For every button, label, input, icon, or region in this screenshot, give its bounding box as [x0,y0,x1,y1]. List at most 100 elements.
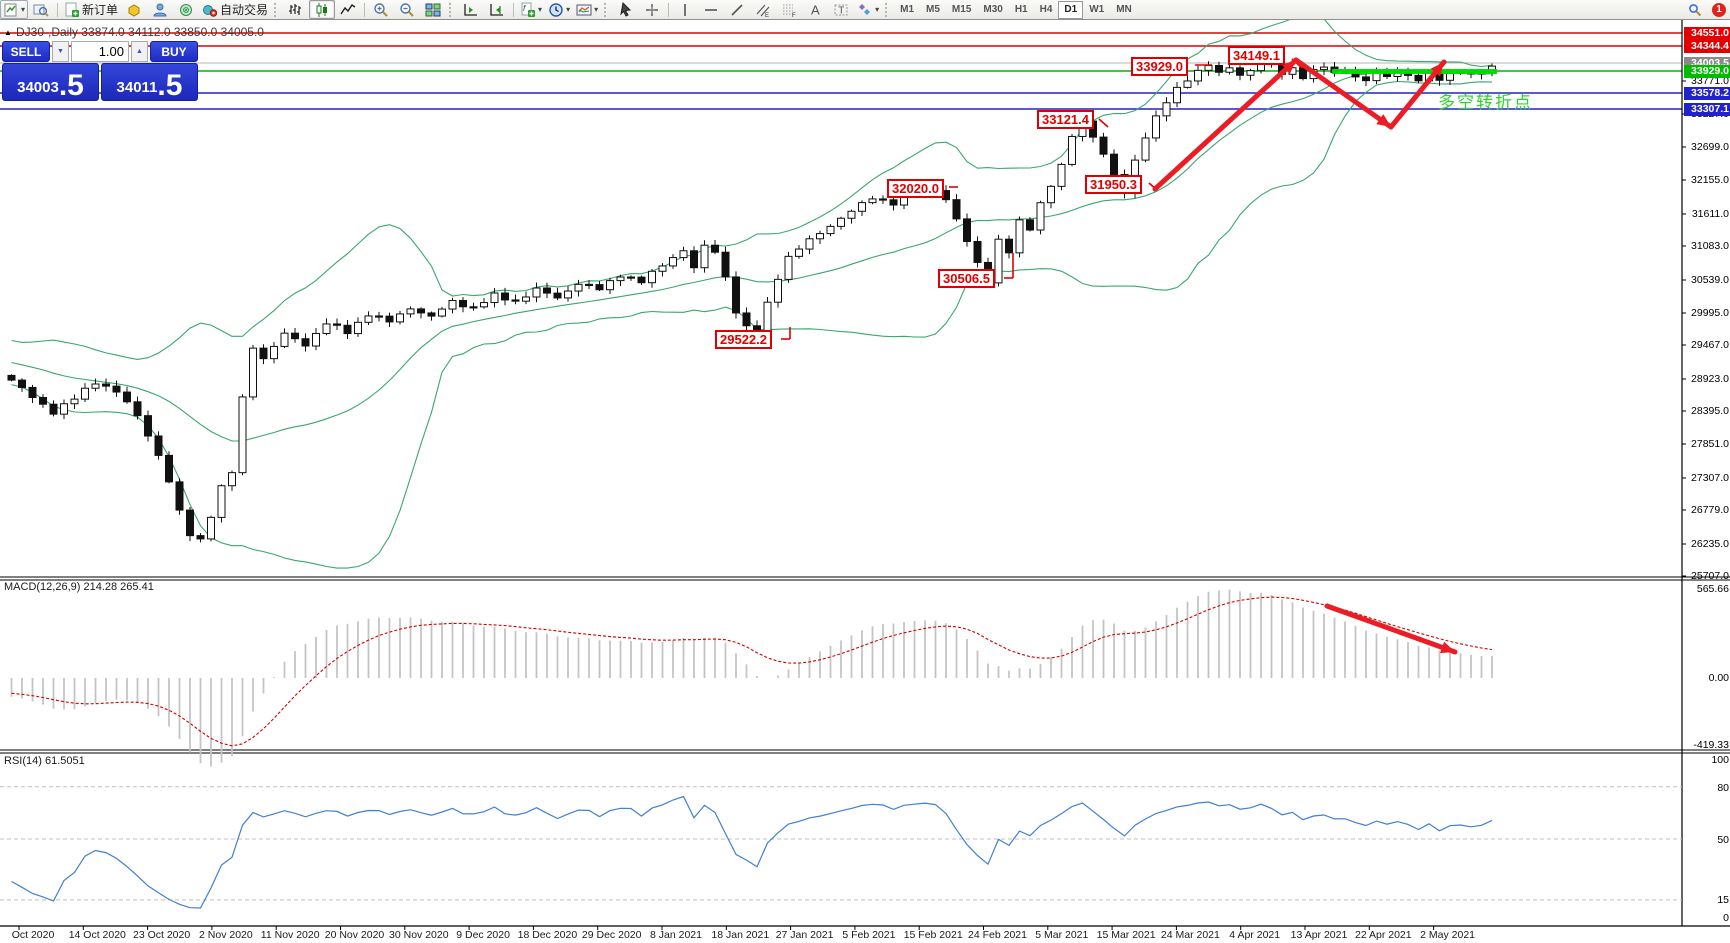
templates-button[interactable]: ▾ [573,0,601,19]
timeframe-m15-button[interactable]: M15 [951,4,972,15]
axis-price-label: 26779.0 [1691,503,1729,516]
navigator-button[interactable] [173,0,199,19]
axis-price-label: 28395.0 [1691,404,1729,417]
volume-increase-button[interactable]: ▲ [131,41,148,62]
vertical-line-button[interactable] [672,0,698,19]
axis-indicator-label: 50 [1717,833,1729,846]
new-order-icon [65,2,80,17]
chevron-down-icon: ▾ [538,5,543,14]
timeframe-buttons: M1 M5 M15 M30 H1 H4 D1 W1 MN [894,0,1138,19]
axis-price-label: 33578.2 [1684,86,1730,100]
bar-chart-button[interactable] [283,0,309,19]
timeframe-mn-button[interactable]: MN [1116,4,1132,15]
timeframe-m5-button[interactable]: M5 [926,4,940,15]
axis-indicator-label: 80 [1717,781,1729,794]
chart-shift-icon [490,3,504,16]
volume-input[interactable]: 1.00 [71,41,129,62]
sell-price[interactable]: 34003.5 [2,63,99,101]
axis-date-label: 11 Nov 2020 [260,929,320,941]
rsi-indicator-label: RSI(14) 61.5051 [4,755,85,767]
axis-date-label: 2 Nov 2020 [199,929,253,941]
shapes-icon [859,3,871,15]
axis-price-label: 27307.0 [1691,471,1729,484]
buy-price[interactable]: 34011.5 [101,63,198,101]
cursor-button[interactable] [613,0,639,19]
one-click-collapse-icon[interactable]: ▲ [4,28,12,37]
vertical-line-icon [684,3,686,16]
data-window-button[interactable] [147,0,173,19]
new-chart-icon [4,3,17,16]
fibonacci-button[interactable]: F [776,0,802,19]
axis-date-label: 30 Nov 2020 [389,929,449,941]
chart-title: DJ30-,Daily 33874.0 34112.0 33850.0 3400… [16,25,264,39]
toolbar-grip [449,2,455,17]
text-label-icon: T [834,4,848,16]
market-watch-button[interactable] [121,0,147,19]
trendline-button[interactable] [724,0,750,19]
sell-button[interactable]: SELL [2,41,50,62]
toolbar-grip [274,2,280,17]
axis-price-label: 25707.0 [1691,569,1729,582]
timeframe-m30-button[interactable]: M30 [983,4,1003,15]
data-window-icon [153,3,167,16]
chevron-down-icon: ▾ [875,5,880,14]
text-button[interactable]: A [802,0,828,19]
line-chart-icon [340,3,356,14]
axis-indicator-label: 0.00 [1708,671,1729,684]
new-order-button[interactable]: 新订单 [61,0,121,19]
axis-price-label: 32155.0 [1691,173,1729,186]
timeframe-h1-button[interactable]: H1 [1014,4,1028,15]
text-label-button[interactable]: T [828,0,854,19]
timeframe-d1-button[interactable]: D1 [1058,0,1084,19]
axis-date-label: 29 Dec 2020 [581,929,642,941]
horizontal-line-button[interactable] [698,0,724,19]
candlestick-button[interactable] [309,0,336,19]
chart-shift-button[interactable] [484,0,510,19]
axis-date-label: 9 Dec 2020 [456,929,510,941]
zoom-in-button[interactable] [368,0,394,19]
buy-price-pips: .5 [157,69,183,102]
line-chart-button[interactable] [335,0,361,19]
axis-price-label: 27851.0 [1691,437,1729,450]
price-callout: 30506.5 [938,269,995,288]
cursor-icon [620,1,632,17]
axis-date-label: 15 Feb 2021 [903,929,963,941]
axis-price-label: 29995.0 [1691,306,1729,319]
price-callout: 33121.4 [1037,110,1094,129]
axis-date-label: 8 Jan 2021 [650,929,702,941]
timeframe-m1-button[interactable]: M1 [900,4,915,15]
axis-date-label: 27 Jan 2021 [775,929,834,941]
channel-button[interactable]: E [750,0,776,19]
axis-price-label: 26235.0 [1691,537,1729,550]
profile-button[interactable] [28,0,54,19]
volume-decrease-button[interactable]: ▼ [52,41,69,62]
shapes-button[interactable]: ▾ [854,0,882,19]
tile-windows-button[interactable] [420,0,446,19]
indicators-button[interactable]: f ▾ [517,0,545,19]
buy-button[interactable]: BUY [150,41,198,62]
crosshair-button[interactable] [639,0,665,19]
periods-button[interactable]: ▾ [545,0,573,19]
timeframe-h4-button[interactable]: H4 [1039,4,1053,15]
price-callout: 31950.3 [1085,175,1142,194]
timeframe-w1-button[interactable]: W1 [1089,4,1105,15]
svg-text:f: f [523,4,526,13]
one-click-trade-panel: SELL ▼ 1.00 ▲ BUY 34003.5 34011.5 [2,41,198,101]
axis-price-label: 33307.1 [1684,102,1730,116]
price-callout: 29522.2 [715,330,772,349]
axis-date-label: 13 Apr 2021 [1290,929,1348,941]
zoom-out-button[interactable] [394,0,420,19]
axis-indicator-label: 15 [1717,893,1729,906]
notification-badge[interactable]: 1 [1712,2,1726,17]
axis-date-label: 2 May 2021 [1420,929,1476,941]
axis-price-label: 30539.0 [1691,273,1729,286]
new-chart-button[interactable]: ▾ [0,0,29,19]
scroll-to-end-button[interactable] [458,0,484,19]
crosshair-icon [646,3,659,16]
scroll-to-end-icon [464,3,478,16]
search-icon[interactable] [1682,0,1708,19]
autotrade-button[interactable]: 自动交易 [199,0,271,19]
axis-date-label: Oct 2020 [11,929,55,941]
